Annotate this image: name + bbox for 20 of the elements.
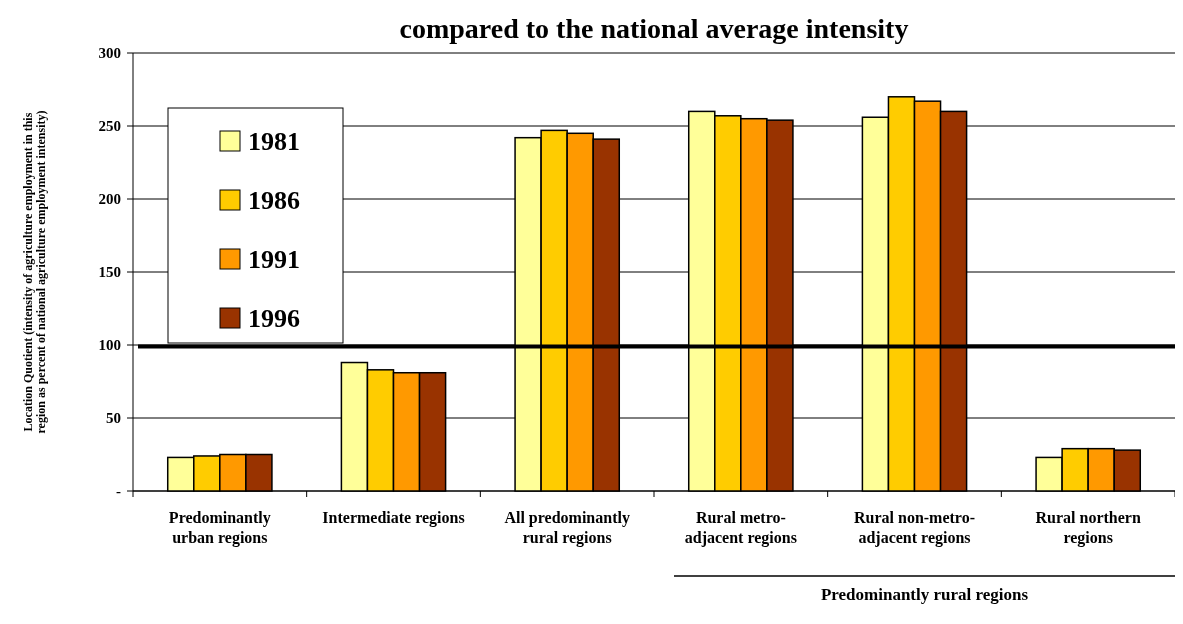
y-axis-title: Location Quotient (intensity of agriculture employment in this region as percent of national agriculture employment intensity)	[21, 110, 48, 434]
y-tick-label: -	[116, 483, 121, 500]
x-tick-label: Intermediate regions	[322, 509, 465, 527]
x-tick-label: Rural northern regions	[1035, 509, 1141, 547]
legend-label: 1996	[248, 304, 300, 334]
x-tick-label: All predominantly rural regions	[504, 509, 630, 547]
x-tick-label: Predominantly urban regions	[168, 509, 271, 547]
x-tick-label: Rural non-metro-adjacent regions	[853, 509, 976, 547]
y-tick-label: 200	[98, 191, 121, 208]
legend-label: 1986	[248, 186, 300, 216]
chart-title: compared to the national average intensity	[399, 13, 909, 44]
y-tick-label: 150	[98, 264, 121, 281]
y-tick-label: 300	[98, 45, 121, 62]
y-tick-label: 250	[98, 118, 121, 135]
y-tick-label: 100	[98, 337, 121, 354]
legend-label: 1991	[248, 245, 300, 275]
legend-label: 1981	[248, 127, 300, 157]
x-tick-label: Rural metro-adjacent regions	[684, 509, 797, 547]
text: Predominantly rural regions	[820, 585, 1029, 604]
y-tick-label: 50	[106, 410, 121, 427]
